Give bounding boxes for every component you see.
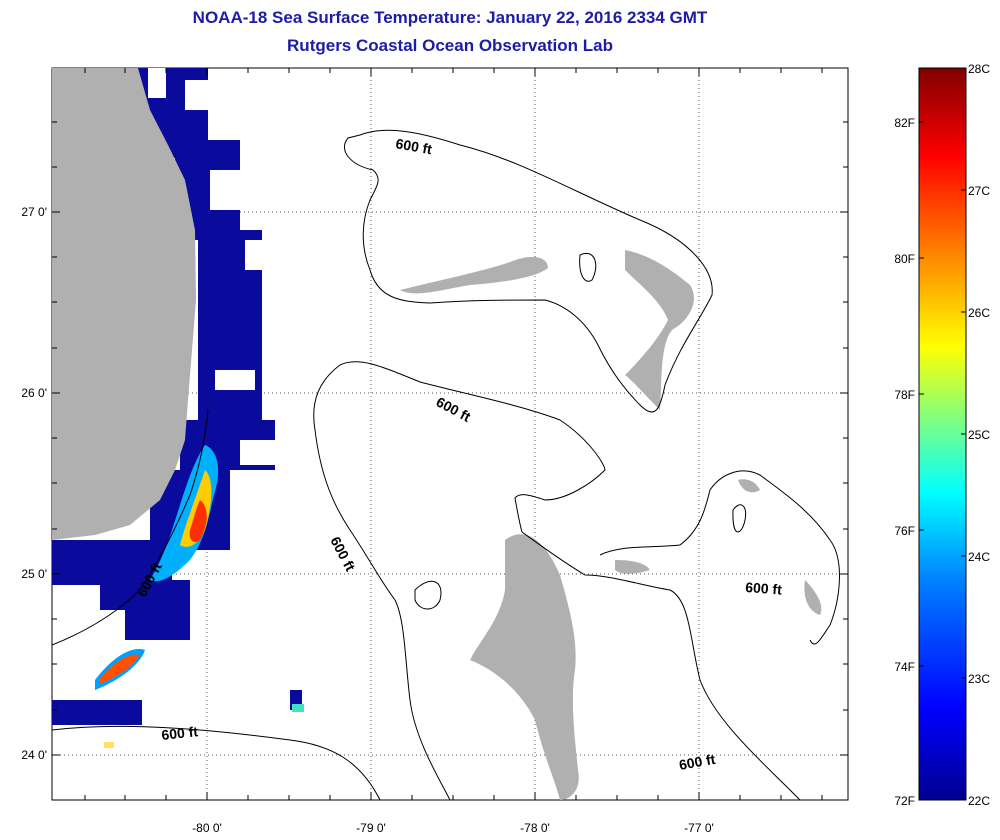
fahrenheit-labels: 82F 80F 78F 76F 74F 72F [894, 116, 915, 808]
colorbar-ticks [919, 67, 966, 801]
lat-label: 26 0' [21, 386, 47, 400]
celsius-label: 26C [968, 306, 990, 320]
celsius-label: 22C [968, 794, 990, 808]
celsius-label: 25C [968, 428, 990, 442]
lon-label: -77 0' [684, 821, 714, 835]
contour-label: 600 ft [394, 135, 433, 157]
lat-label: 27 0' [21, 205, 47, 219]
fahrenheit-label: 76F [894, 524, 915, 538]
lon-label: -80 0' [192, 821, 222, 835]
lat-axis-labels: 27 0' 26 0' 25 0' 24 0' [21, 205, 47, 762]
lon-label: -78 0' [520, 821, 550, 835]
lat-label: 24 0' [21, 748, 47, 762]
depth-contours [52, 129, 840, 800]
map-subtitle: Rutgers Coastal Ocean Observation Lab [287, 36, 613, 55]
fahrenheit-label: 80F [894, 252, 915, 266]
contour-label: 600 ft [745, 579, 783, 598]
lon-axis-labels: -80 0' -79 0' -78 0' -77 0' [192, 821, 714, 835]
map-title: NOAA-18 Sea Surface Temperature: January… [192, 8, 708, 27]
colorbar [918, 67, 967, 801]
celsius-label: 27C [968, 184, 990, 198]
bahamas-land [400, 250, 822, 800]
florida-land [52, 68, 196, 540]
celsius-label: 23C [968, 672, 990, 686]
sst-warm-filament [95, 445, 304, 748]
frame-ticks [52, 68, 848, 800]
celsius-label: 28C [968, 62, 990, 76]
contour-label: 600 ft [678, 751, 717, 773]
fahrenheit-label: 82F [894, 116, 915, 130]
lon-label: -79 0' [356, 821, 386, 835]
lat-label: 25 0' [21, 567, 47, 581]
contour-label: 600 ft [161, 723, 199, 743]
cloud-gaps [100, 68, 275, 640]
fahrenheit-label: 74F [894, 660, 915, 674]
fahrenheit-label: 78F [894, 388, 915, 402]
celsius-labels: 28C 27C 26C 25C 24C 23C 22C [968, 62, 990, 808]
fahrenheit-label: 72F [894, 794, 915, 808]
celsius-label: 24C [968, 550, 990, 564]
